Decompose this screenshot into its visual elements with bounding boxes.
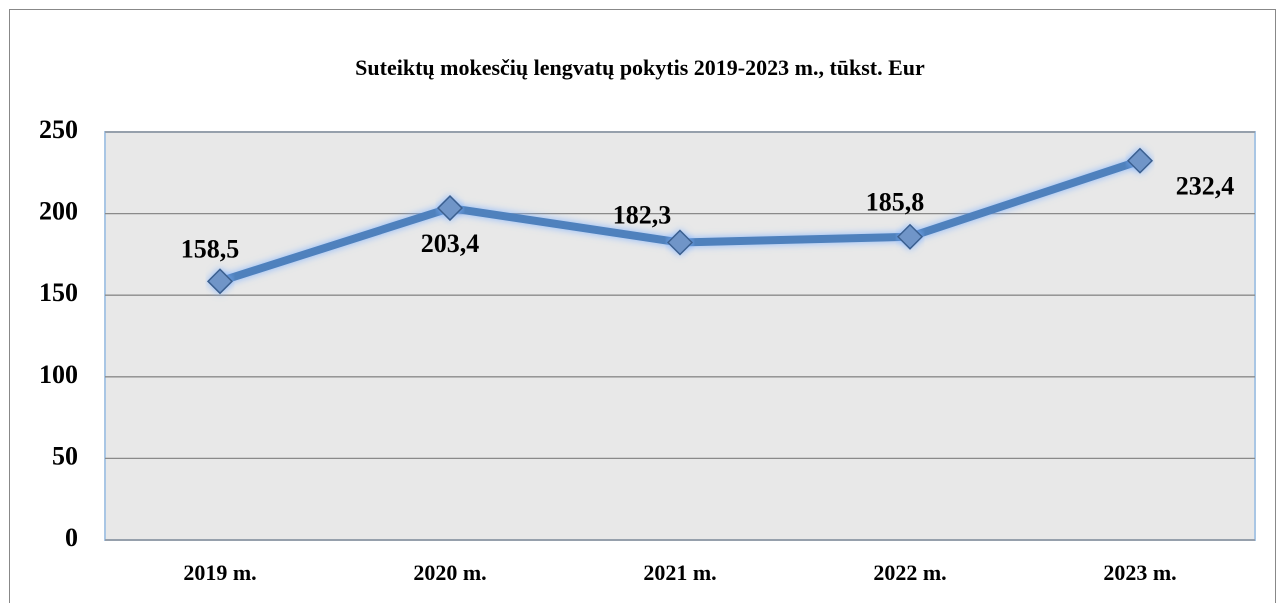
marker bbox=[896, 223, 924, 250]
x-tick-label: 2021 m. bbox=[643, 560, 716, 585]
value-label: 203,4 bbox=[421, 229, 480, 258]
y-tick-label: 100 bbox=[39, 360, 78, 389]
x-tick-label: 2019 m. bbox=[183, 560, 256, 585]
marker bbox=[666, 229, 694, 256]
chart-title: Suteiktų mokesčių lengvatų pokytis 2019-… bbox=[355, 55, 925, 80]
y-tick-label: 0 bbox=[65, 523, 78, 552]
marker bbox=[1126, 147, 1154, 174]
y-tick-label: 200 bbox=[39, 197, 78, 226]
x-tick-label: 2023 m. bbox=[1103, 560, 1176, 585]
value-label: 185,8 bbox=[866, 188, 925, 217]
chart-frame bbox=[9, 9, 1276, 603]
y-tick-label: 50 bbox=[52, 441, 78, 470]
value-label: 232,4 bbox=[1176, 172, 1235, 201]
x-tick-label: 2022 m. bbox=[873, 560, 946, 585]
y-tick-label: 150 bbox=[39, 278, 78, 307]
marker bbox=[436, 194, 464, 222]
marker bbox=[206, 268, 234, 295]
value-label: 182,3 bbox=[613, 200, 672, 229]
x-tick-label: 2020 m. bbox=[413, 560, 486, 585]
value-label: 158,5 bbox=[181, 234, 240, 263]
plot-area bbox=[104, 131, 1256, 541]
y-tick-label: 250 bbox=[39, 115, 78, 144]
